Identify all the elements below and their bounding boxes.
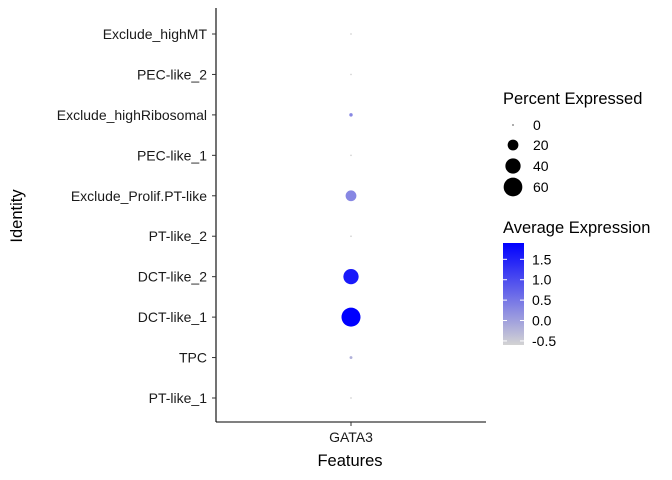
y-tick-label: PEC-like_2	[137, 66, 207, 82]
color-legend-label: 0.5	[532, 292, 552, 308]
size-legend-label: 0	[533, 117, 541, 133]
plot-points	[341, 33, 361, 399]
size-legend-label: 60	[533, 179, 549, 195]
y-tick-label: Exclude_highMT	[103, 26, 208, 42]
color-legend: Average Expression 1.5 1.0 0.5 0.0 -0.5	[503, 219, 650, 349]
size-legend-key	[503, 177, 523, 197]
y-axis-title: Identity	[8, 189, 26, 243]
data-point	[341, 307, 361, 327]
color-legend-title: Average Expression	[503, 219, 650, 237]
data-point	[345, 190, 357, 202]
size-legend-key	[512, 124, 514, 126]
data-point	[350, 33, 352, 35]
y-tick-label: DCT-like_2	[138, 269, 207, 285]
data-point	[350, 154, 352, 157]
data-point	[350, 73, 352, 76]
color-legend-bar	[503, 243, 524, 345]
y-axis: PT-like_1 TPC DCT-like_1 DCT-like_2 PT-like_…	[57, 8, 217, 422]
size-legend-label: 40	[533, 158, 549, 174]
size-legend: Percent Expressed 0 20 40 60	[503, 90, 642, 197]
data-point	[349, 356, 353, 360]
y-tick-label: PT-like_1	[149, 390, 208, 406]
size-legend-key	[505, 158, 521, 174]
y-tick-label: Exclude_highRibosomal	[57, 107, 207, 123]
color-legend-label: 1.5	[532, 251, 552, 267]
color-legend-label: 0.0	[532, 313, 552, 329]
size-legend-label: 20	[533, 137, 549, 153]
x-axis-title: Features	[317, 452, 382, 470]
y-tick-label: PEC-like_1	[137, 147, 207, 163]
y-tick-label: PT-like_2	[149, 228, 208, 244]
size-legend-key	[507, 139, 519, 151]
size-legend-title: Percent Expressed	[503, 90, 642, 108]
y-tick-label: Exclude_Prolif.PT-like	[71, 188, 207, 204]
data-point	[350, 235, 352, 238]
data-point	[350, 397, 352, 399]
y-tick-label: DCT-like_1	[138, 309, 207, 325]
data-point	[349, 113, 353, 117]
data-point	[343, 269, 359, 285]
color-legend-label: -0.5	[532, 333, 556, 349]
color-legend-label: 1.0	[532, 272, 552, 288]
y-tick-label: TPC	[179, 350, 207, 366]
x-axis: GATA3	[216, 421, 486, 445]
x-tick-label: GATA3	[329, 429, 373, 445]
